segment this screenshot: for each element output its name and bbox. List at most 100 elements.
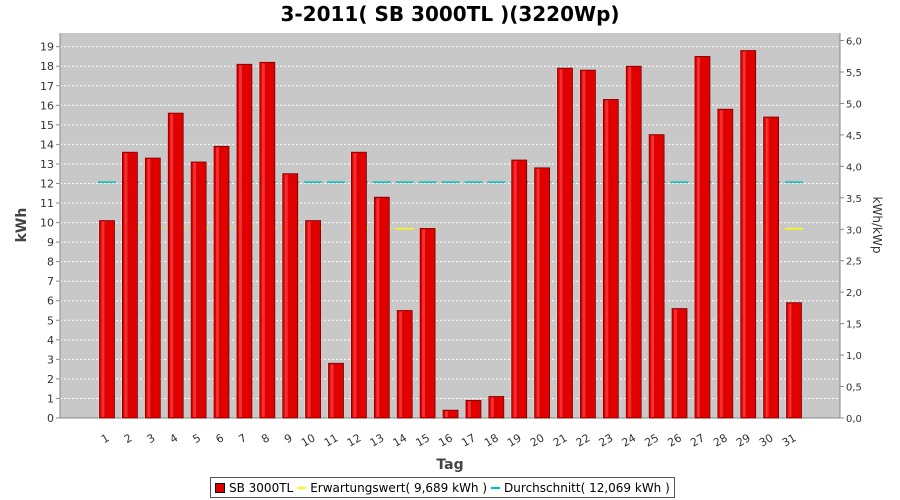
x-tick-label: 25 — [642, 431, 661, 449]
x-tick-label: 5 — [191, 431, 204, 446]
y-tick-label: 8 — [47, 256, 54, 269]
x-tick-label: 18 — [482, 431, 501, 449]
y-tick-label: 10 — [40, 217, 54, 230]
x-tick-label: 6 — [213, 431, 226, 446]
x-tick-label: 11 — [322, 431, 341, 449]
legend-label-series: SB 3000TL — [229, 480, 294, 495]
chart-title: 3-2011( SB 3000TL )(3220Wp) — [280, 2, 620, 26]
x-tick-label: 31 — [780, 431, 799, 449]
y-tick-label: 1 — [47, 392, 54, 405]
x-tick-label: 12 — [345, 431, 364, 449]
legend-label-expectation: Erwartungswert( 9,689 kWh ) — [310, 480, 488, 495]
chart-legend: SB 3000TL Erwartungswert( 9,689 kWh ) Du… — [210, 477, 675, 498]
y-tick-label: 17 — [40, 80, 54, 93]
y2-tick-label: 5,0 — [846, 99, 862, 110]
x-tick-label: 23 — [597, 431, 616, 449]
bar-shine — [330, 364, 334, 417]
y2-tick-label: 2,0 — [846, 288, 862, 299]
bar-shine — [605, 100, 609, 417]
x-tick-label: 14 — [391, 431, 410, 449]
bar-shine — [216, 147, 219, 417]
y-tick-label: 3 — [47, 353, 54, 366]
bar-shine — [536, 168, 540, 417]
bar-shine — [559, 69, 563, 417]
x-tick-label: 29 — [734, 431, 753, 449]
y-tick-label: 5 — [47, 314, 54, 327]
y2-tick-label: 0,0 — [846, 414, 862, 425]
y-axis-title: kWh — [14, 208, 30, 243]
bar-shine — [124, 153, 128, 417]
legend-item-average: Durchschnitt( 12,069 kWh ) — [491, 481, 670, 495]
x-tick-label: 17 — [459, 431, 478, 449]
x-tick-label: 19 — [505, 431, 524, 449]
y2-tick-label: 1,5 — [846, 320, 862, 331]
y-tick-label: 14 — [40, 138, 54, 151]
bar-shine — [193, 162, 197, 417]
x-tick-label: 1 — [99, 431, 112, 446]
bar-shine — [765, 118, 769, 418]
legend-item-series: SB 3000TL — [215, 481, 293, 495]
x-tick-label: 8 — [259, 431, 272, 446]
y2-tick-label: 1,0 — [846, 351, 862, 362]
bar-shine — [307, 221, 311, 417]
y-tick-label: 9 — [47, 236, 54, 249]
y-tick-label: 2 — [47, 373, 54, 386]
bar-shine — [467, 401, 471, 417]
bar-shine — [445, 411, 448, 417]
y2-tick-label: 3,0 — [846, 225, 862, 236]
y2-tick-label: 4,5 — [846, 131, 862, 142]
bar-shine — [376, 198, 380, 417]
legend-swatch-average — [491, 486, 501, 489]
bar-shine — [422, 229, 426, 417]
y-tick-label: 6 — [47, 295, 54, 308]
bar-shine — [238, 65, 242, 417]
bar-shine — [696, 57, 700, 417]
x-tick-label: 16 — [436, 431, 455, 449]
y2-tick-label: 0,5 — [846, 383, 862, 394]
y2-tick-label: 2,5 — [846, 257, 862, 268]
bar-shine — [674, 309, 677, 417]
bar-shine — [788, 303, 792, 417]
x-axis-title: Tag — [436, 457, 463, 473]
bar-shine — [490, 397, 494, 417]
x-tick-label: 13 — [368, 431, 387, 449]
y-tick-label: 11 — [40, 197, 54, 210]
bar-shine — [353, 153, 357, 417]
y-tick-label: 19 — [40, 41, 54, 54]
y-tick-label: 4 — [47, 334, 54, 347]
y-tick-label: 7 — [47, 275, 54, 288]
bar-shine — [628, 67, 632, 417]
legend-swatch-series — [215, 482, 225, 493]
legend-item-expectation: Erwartungswert( 9,689 kWh ) — [297, 481, 487, 495]
x-tick-label: 7 — [236, 431, 249, 446]
bar-shine — [582, 71, 586, 417]
x-tick-label: 26 — [665, 431, 684, 449]
y2-tick-label: 4,0 — [846, 162, 862, 173]
x-tick-label: 2 — [122, 431, 135, 446]
x-tick-label: 22 — [574, 431, 593, 449]
y-tick-label: 18 — [40, 60, 54, 73]
bar-shine — [170, 114, 174, 418]
legend-label-average: Durchschnitt( 12,069 kWh ) — [504, 480, 670, 495]
y-tick-label: 16 — [40, 99, 54, 112]
legend-swatch-expectation — [297, 486, 307, 489]
bar-shine — [399, 311, 403, 417]
x-tick-label: 3 — [145, 431, 158, 446]
x-tick-label: 15 — [413, 431, 432, 449]
x-tick-label: 4 — [168, 431, 181, 446]
bar-shine — [101, 221, 105, 417]
x-tick-label: 9 — [282, 431, 295, 446]
y2-tick-label: 6,0 — [846, 37, 862, 48]
bar-shine — [651, 135, 655, 417]
y-tick-label: 13 — [40, 158, 54, 171]
bar-shine — [513, 161, 517, 417]
bar-shine — [284, 174, 288, 417]
y-tick-label: 12 — [40, 177, 54, 190]
x-tick-label: 27 — [688, 431, 707, 449]
bar-shine — [261, 63, 265, 417]
bar-shine — [719, 110, 723, 418]
x-tick-label: 20 — [528, 431, 547, 449]
bar — [442, 409, 459, 419]
x-tick-label: 30 — [757, 431, 776, 449]
